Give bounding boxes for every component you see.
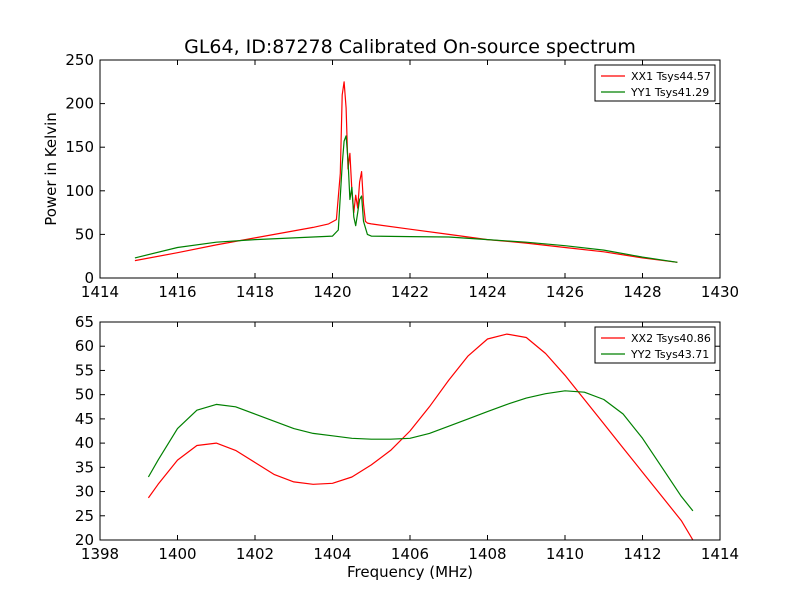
x-tick-label: 1400: [158, 545, 196, 563]
x-tick-label: 1416: [158, 283, 196, 301]
y-tick-label: 45: [75, 410, 94, 428]
chart-1-series-group: [134, 81, 678, 263]
y-tick-label: 50: [75, 386, 94, 404]
chart-2-series-group: [147, 333, 694, 540]
x-axis-title: Frequency (MHz): [347, 563, 473, 581]
legend-label-yy1: YY1 Tsys41.29: [630, 86, 709, 99]
x-tick-label: 1404: [313, 545, 351, 563]
x-tick-label: 1424: [468, 283, 506, 301]
chart-2: 1398 1400 1402 1404 1406 1408 1410 1412 1414 20 25…: [75, 313, 739, 581]
legend-label-xx2: XX2 Tsys40.86: [631, 332, 711, 345]
legend: XX2 Tsys40.86 YY2 Tsys43.71: [594, 326, 716, 364]
series-line-yy1: [134, 135, 678, 263]
y-tick-label: 65: [75, 313, 94, 331]
y-tick-label: 250: [65, 51, 94, 69]
figure-title: GL64, ID:87278 Calibrated On-source spec…: [184, 36, 636, 58]
y-tick-label: 150: [65, 138, 94, 156]
chart-1: 1414 1416 1418 1420 1422 1424 1426 1428 1430 0 50 1…: [42, 51, 739, 301]
x-tick-label: 1414: [81, 283, 119, 301]
y-axis-title: Power in Kelvin: [42, 112, 60, 226]
x-tick-label: 1402: [236, 545, 274, 563]
x-tick-label: 1410: [546, 545, 584, 563]
y-tick-label: 0: [84, 269, 94, 287]
x-tick-label: 1398: [81, 545, 119, 563]
x-tick-label: 1426: [546, 283, 584, 301]
y-tick-label: 50: [75, 225, 94, 243]
legend: XX1 Tsys44.57 YY1 Tsys41.29: [594, 64, 716, 102]
x-tick-label: 1422: [391, 283, 429, 301]
y-tick-label: 25: [75, 507, 94, 525]
y-tick-label: 200: [65, 95, 94, 113]
series-line-yy2: [147, 390, 694, 512]
legend-label-yy2: YY2 Tsys43.71: [630, 348, 709, 361]
y-tick-label: 20: [75, 531, 94, 549]
x-tick-label: 1418: [236, 283, 274, 301]
y-tick-label: 55: [75, 361, 94, 379]
y-tick-label: 35: [75, 458, 94, 476]
y-tick-label: 100: [65, 182, 94, 200]
x-tick-label: 1430: [701, 283, 739, 301]
x-tick-label: 1420: [313, 283, 351, 301]
legend-box: [594, 64, 716, 102]
x-tick-label: 1428: [623, 283, 661, 301]
y-tick-label: 60: [75, 337, 94, 355]
x-tick-label: 1408: [468, 545, 506, 563]
x-tick-label: 1414: [701, 545, 739, 563]
legend-box: [594, 326, 716, 364]
series-line-xx2: [147, 333, 694, 540]
x-tick-label: 1406: [391, 545, 429, 563]
x-tick-label: 1412: [623, 545, 661, 563]
y-tick-label: 40: [75, 434, 94, 452]
legend-label-xx1: XX1 Tsys44.57: [631, 70, 711, 83]
y-tick-label: 30: [75, 483, 94, 501]
